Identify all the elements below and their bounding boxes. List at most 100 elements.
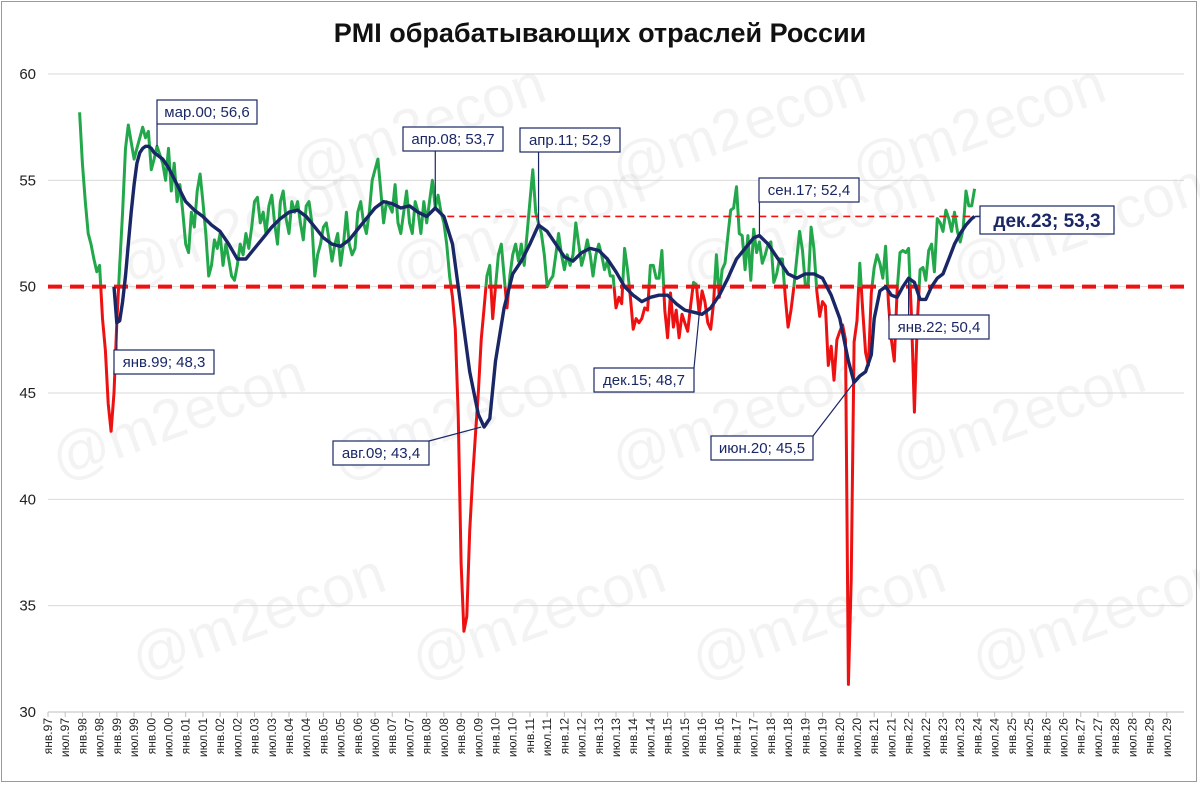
y-tick-label: 30 (19, 704, 36, 721)
annotation-label: мар.00; 56,6 (164, 104, 249, 121)
x-tick-label: янв.20 (833, 718, 847, 755)
x-tick-label: янв.17 (729, 718, 743, 755)
x-tick-label: янв.28 (1108, 718, 1122, 755)
x-tick-label: июл.21 (884, 718, 898, 757)
x-tick-label: июл.03 (265, 718, 279, 757)
x-tick-label: янв.14 (626, 718, 640, 755)
x-tick-label: июл.09 (471, 718, 485, 757)
monthly-line-above-50 (78, 112, 977, 287)
x-tick-label: июл.27 (1091, 718, 1105, 757)
y-tick-label: 35 (19, 598, 36, 615)
x-tick-label: янв.13 (592, 718, 606, 755)
x-tick-label: июл.10 (506, 718, 520, 757)
watermark-text: @m2econ (682, 540, 953, 692)
y-tick-label: 40 (19, 491, 36, 508)
x-tick-label: янв.27 (1074, 718, 1088, 755)
x-tick-label: июл.04 (299, 718, 313, 757)
x-tick-label: июл.13 (609, 718, 623, 757)
x-tick-label: янв.06 (351, 718, 365, 755)
x-tick-label: янв.23 (936, 718, 950, 755)
annotation-box (113, 349, 215, 375)
x-tick-label: янв.97 (41, 718, 55, 755)
annotation-box (402, 126, 504, 152)
annotation-box (888, 314, 990, 340)
x-tick-label: июл.97 (58, 718, 72, 757)
x-tick-label: июл.99 (127, 718, 141, 757)
x-tick-label: июл.19 (816, 718, 830, 757)
x-tick-label: янв.26 (1039, 718, 1053, 755)
watermark-text: @m2econ (842, 50, 1113, 202)
x-tick-label: янв.07 (385, 718, 399, 755)
annotation-label: янв.99; 48,3 (123, 354, 206, 371)
chart-title: PMI обрабатывающих отраслей России (333, 18, 867, 48)
annotation-leader (812, 382, 855, 437)
x-tick-label: янв.05 (316, 718, 330, 755)
x-tick-label: янв.10 (489, 718, 503, 755)
x-tick-label: июл.07 (402, 718, 416, 757)
annotation-label: сен.17; 52,4 (768, 182, 851, 199)
x-tick-label: июл.14 (643, 718, 657, 757)
annotation-label: янв.22; 50,4 (898, 319, 981, 336)
x-tick-label: июл.15 (678, 718, 692, 757)
x-tick-label: янв.00 (144, 718, 158, 755)
annotation-label: апр.11; 52,9 (529, 132, 611, 149)
x-tick-label: июл.24 (988, 718, 1002, 757)
monthly-line-below-50 (99, 286, 921, 686)
x-tick-label: июл.28 (1125, 718, 1139, 757)
annotations: мар.00; 56,6 янв.99; 48,3 апр.08; 53,7 авг.… (113, 99, 1115, 466)
x-tick-label: июл.20 (850, 718, 864, 757)
x-tick-label: июл.22 (919, 718, 933, 757)
x-tick-label: янв.19 (798, 718, 812, 755)
y-tick-label: 55 (19, 172, 36, 189)
annotation-box (332, 440, 430, 466)
x-tick-label: янв.21 (867, 718, 881, 755)
x-tick-label: янв.08 (420, 718, 434, 755)
x-tick-label: янв.16 (695, 718, 709, 755)
x-tick-label: янв.22 (902, 718, 916, 755)
x-tick-label: июл.05 (334, 718, 348, 757)
annotation-box (710, 435, 814, 461)
smoothed-line (112, 144, 976, 429)
x-tick-label: янв.04 (282, 718, 296, 755)
x-tick-label: июл.06 (368, 718, 382, 757)
x-tick-label: июл.11 (540, 718, 554, 757)
annotation-box (758, 177, 860, 203)
threshold-lines (48, 215, 1184, 289)
watermark-text: @m2econ (282, 50, 553, 202)
x-tick-label: янв.25 (1005, 718, 1019, 755)
x-tick-label: июл.23 (953, 718, 967, 757)
y-tick-label: 60 (19, 66, 36, 83)
x-tick-label: янв.02 (213, 718, 227, 755)
annotation-label: дек.23; 53,3 (993, 211, 1100, 232)
annotation-label: апр.08; 53,7 (411, 131, 494, 148)
watermark-text: @m2econ (122, 540, 393, 692)
x-tick-label: янв.29 (1143, 718, 1157, 755)
annotation-box (979, 205, 1115, 235)
x-tick-label: июл.02 (230, 718, 244, 757)
x-tick-label: янв.09 (454, 718, 468, 755)
x-tick-label: июл.18 (781, 718, 795, 757)
x-tick-label: июл.98 (93, 718, 107, 757)
x-tick-label: янв.99 (110, 718, 124, 755)
x-tick-label: июл.16 (712, 718, 726, 757)
watermark-text: @m2econ (402, 540, 673, 692)
x-tick-label: янв.12 (557, 718, 571, 755)
x-tick-label: янв.11 (523, 718, 537, 754)
watermark-text: @m2econ (962, 540, 1200, 692)
x-tick-label: янв.03 (248, 718, 262, 755)
x-tick-label: июл.29 (1160, 718, 1174, 757)
x-tick-label: июл.26 (1057, 718, 1071, 757)
annotation-leader (693, 314, 700, 369)
annotation-box (519, 127, 621, 153)
y-tick-label: 45 (19, 385, 36, 402)
annotation-box (593, 367, 695, 393)
pmi-smoothed-series (112, 144, 976, 429)
x-tick-label: июл.12 (575, 718, 589, 757)
x-tick-label: июл.01 (196, 718, 210, 757)
x-tick-label: янв.24 (970, 718, 984, 755)
x-tick-label: янв.98 (75, 718, 89, 755)
y-tick-label: 50 (19, 279, 36, 296)
x-tick-label: янв.18 (764, 718, 778, 755)
x-tick-label: янв.15 (661, 718, 675, 755)
